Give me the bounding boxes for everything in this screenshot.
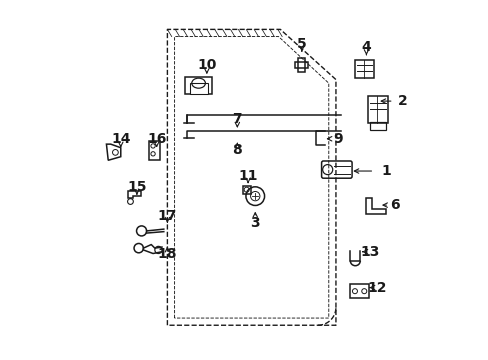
Text: 12: 12 [366, 280, 386, 294]
Text: 15: 15 [127, 180, 146, 194]
Text: 8: 8 [232, 143, 242, 157]
Text: 17: 17 [158, 209, 177, 223]
FancyBboxPatch shape [189, 83, 207, 94]
Text: 3: 3 [250, 216, 260, 230]
Text: 5: 5 [296, 37, 306, 51]
Text: 18: 18 [157, 247, 177, 261]
Text: 4: 4 [361, 40, 370, 54]
Text: 6: 6 [389, 198, 399, 212]
Text: 1: 1 [381, 164, 390, 178]
Text: 16: 16 [147, 132, 166, 146]
Text: 14: 14 [111, 132, 130, 146]
Text: 9: 9 [332, 132, 342, 146]
Text: 11: 11 [238, 170, 257, 183]
Text: 10: 10 [197, 58, 216, 72]
Text: 2: 2 [397, 94, 407, 108]
Text: 7: 7 [232, 112, 242, 126]
Text: 13: 13 [360, 245, 379, 259]
